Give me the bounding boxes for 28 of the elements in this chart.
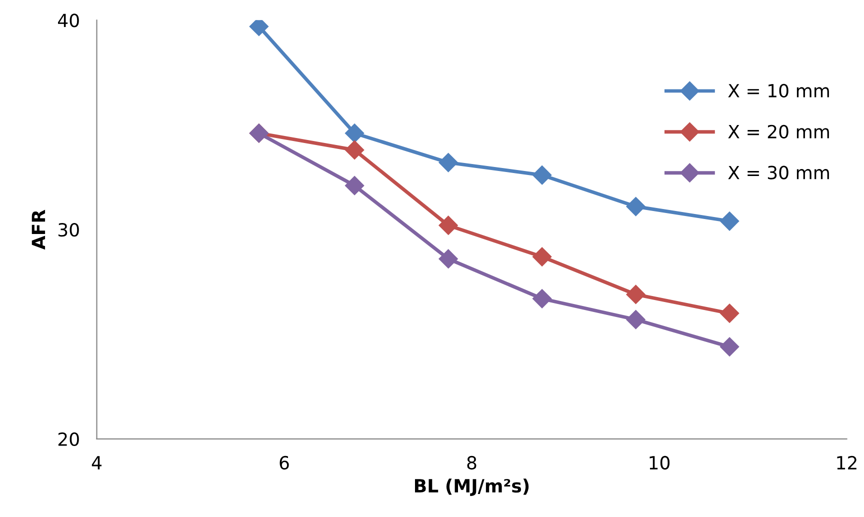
y-tick-label: 40 <box>58 14 79 28</box>
point <box>626 310 646 330</box>
y-tick-label: 30 <box>58 223 79 237</box>
point <box>345 140 364 160</box>
point <box>345 176 364 196</box>
point <box>438 249 458 268</box>
x-tick-label: 12 <box>837 456 856 470</box>
y-tick-label: 20 <box>58 432 79 446</box>
y-axis-title: AFR <box>32 210 46 250</box>
legend-label: X = 10 mm <box>728 84 829 98</box>
x-tick-label: 6 <box>280 456 289 470</box>
point <box>345 124 364 143</box>
point <box>438 153 458 172</box>
point <box>532 289 552 308</box>
point <box>532 166 552 185</box>
x-tick-label: 4 <box>92 456 102 470</box>
x-tick-label: 10 <box>650 456 670 470</box>
point <box>532 247 552 266</box>
legend-label: X = 20 mm <box>728 124 829 138</box>
point <box>720 304 740 323</box>
point <box>438 216 458 235</box>
point <box>720 337 740 356</box>
x-axis-title: BL (MJ/m²s) <box>415 478 529 496</box>
point <box>626 196 646 216</box>
legend-label: X = 30 mm <box>728 166 829 180</box>
x-tick-label: 8 <box>467 456 476 470</box>
point <box>720 212 740 231</box>
point <box>626 284 646 304</box>
